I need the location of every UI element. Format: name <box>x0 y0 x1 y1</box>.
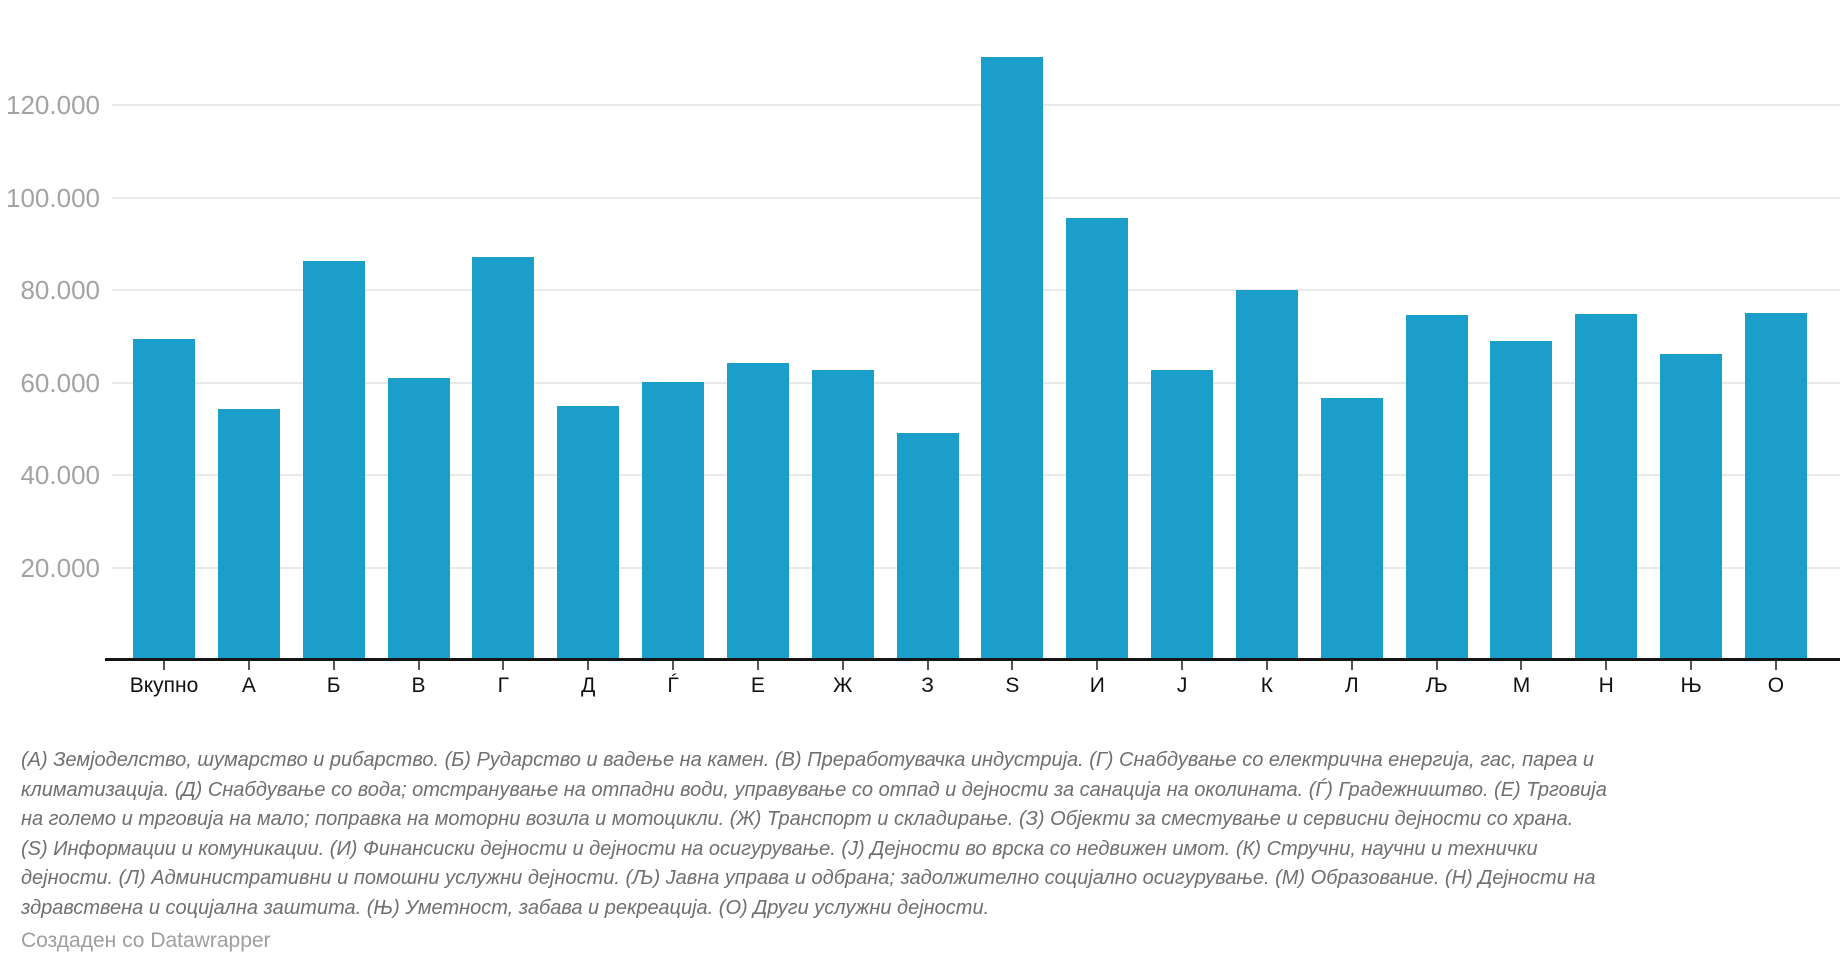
x-axis-category-label: Г <box>497 674 510 697</box>
bar-18[interactable] <box>1660 353 1723 660</box>
x-axis-category-label: Љ <box>1425 674 1448 697</box>
x-axis-tick <box>1690 661 1693 670</box>
footnote-line: дејности. (Л) Административни и помошни … <box>21 867 1596 889</box>
bar-9[interactable] <box>896 432 959 660</box>
x-axis-category-label: Вкупно <box>129 674 199 697</box>
footnote-line: (Ѕ) Информации и комуникации. (И) Финанс… <box>21 837 1538 860</box>
bar-16[interactable] <box>1490 341 1553 660</box>
bar-14[interactable] <box>1320 397 1383 660</box>
bar-15[interactable] <box>1405 315 1468 660</box>
gridline-120.000 <box>112 104 1840 106</box>
gridline-100.000 <box>112 196 1840 199</box>
bar-12[interactable] <box>1151 369 1214 660</box>
x-axis-tick <box>332 661 335 670</box>
x-axis-category-label: М <box>1512 674 1531 697</box>
x-axis-category-label: Ж <box>833 674 853 697</box>
bar-5[interactable] <box>557 405 620 660</box>
bar-7[interactable] <box>726 362 789 660</box>
y-axis-tick-label: 120.000 <box>6 90 100 120</box>
gridline-80.000 <box>112 289 1840 291</box>
datawrapper-attribution-link[interactable]: Создаден со Datawrapper <box>21 929 271 952</box>
x-axis-category-label: О <box>1767 674 1785 697</box>
x-axis-tick <box>587 661 590 670</box>
bar-2[interactable] <box>302 261 365 660</box>
x-axis-tick <box>1520 661 1523 670</box>
footnote-line: климатизација. (Д) Снабдување со вода; о… <box>21 778 1607 801</box>
x-axis-line <box>105 658 1840 661</box>
x-axis-category-label: Њ <box>1680 674 1702 697</box>
x-axis-tick <box>841 661 844 670</box>
x-axis-tick <box>1605 661 1608 670</box>
bar-17[interactable] <box>1575 313 1638 660</box>
bar-0[interactable] <box>133 339 195 660</box>
bar-1[interactable] <box>217 409 280 660</box>
x-axis-category-label: А <box>241 674 256 697</box>
x-axis-category-label: Б <box>326 674 341 697</box>
x-axis-tick <box>502 661 505 670</box>
x-axis-tick <box>1435 661 1438 670</box>
x-axis-tick <box>1096 661 1099 670</box>
x-axis-tick <box>417 661 420 670</box>
x-axis-category-label: Н <box>1598 674 1614 697</box>
x-axis-tick <box>1181 661 1184 670</box>
footnote: (А) Земјоделство, шумарство и рибарство.… <box>21 746 1821 923</box>
x-axis-category-label: Л <box>1344 674 1359 697</box>
y-axis-tick-label: 100.000 <box>6 182 100 213</box>
x-axis-category-label: З <box>921 674 934 697</box>
x-axis-category-label: Ѓ <box>667 674 679 697</box>
x-axis-category-label: Е <box>750 674 765 697</box>
x-axis-category-label: К <box>1260 674 1274 697</box>
bar-13[interactable] <box>1235 290 1298 660</box>
x-axis-category-label: И <box>1089 674 1105 697</box>
y-axis-tick-label: 80.000 <box>20 275 100 305</box>
x-axis-tick <box>1774 661 1777 670</box>
gridline-20.000 <box>112 566 1840 569</box>
bar-6[interactable] <box>642 381 705 660</box>
gridline-60.000 <box>112 381 1840 384</box>
footnote-line: (А) Земјоделство, шумарство и рибарство.… <box>21 749 1595 771</box>
x-axis-tick <box>672 661 675 670</box>
x-axis-tick <box>756 661 759 670</box>
y-axis-tick-label: 40.000 <box>20 460 100 490</box>
x-axis-tick <box>1265 661 1268 670</box>
y-axis-tick-label: 20.000 <box>20 552 100 583</box>
gridline-40.000 <box>112 474 1840 476</box>
x-axis-category-label: В <box>411 674 426 697</box>
x-axis-tick <box>926 661 929 670</box>
footnote-line: здравствена и социјална заштита. (Њ) Уме… <box>21 896 990 919</box>
bar-3[interactable] <box>387 378 450 660</box>
bar-10[interactable] <box>981 57 1044 660</box>
x-axis-category-label: Ј <box>1176 674 1188 697</box>
x-axis-tick <box>163 661 165 670</box>
x-axis-tick <box>247 661 250 670</box>
x-axis-category-label: Ѕ <box>1005 674 1020 697</box>
bar-11[interactable] <box>1066 217 1129 660</box>
x-axis-tick <box>1011 661 1014 670</box>
bar-8[interactable] <box>811 369 874 660</box>
x-axis-category-label: Д <box>581 674 596 697</box>
x-axis-tick <box>1350 661 1353 670</box>
y-axis-tick-label: 60.000 <box>20 367 100 398</box>
bar-4[interactable] <box>472 256 535 660</box>
footnote-line: на големо и трговија на мало; поправка н… <box>21 808 1574 830</box>
bar-19[interactable] <box>1744 312 1807 660</box>
